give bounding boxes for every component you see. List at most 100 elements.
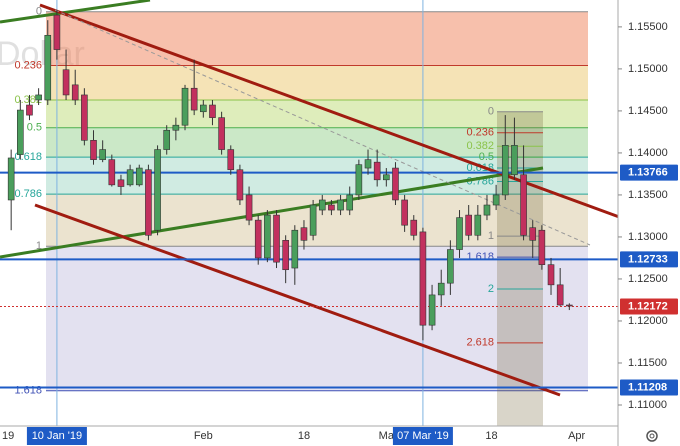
candle-body [264,214,271,259]
candle-body [364,159,372,169]
gear-hub[interactable] [649,433,655,439]
x-tick-label: 18 [298,430,310,442]
y-tick-label: 1.13000 [628,231,668,243]
candle-body [547,264,555,286]
time-axis [0,426,618,446]
x-tick-label: 18 [485,430,497,442]
y-tick-label: 1.14500 [628,105,668,117]
fib-band [46,99,588,128]
y-tick-label: 1.12500 [628,273,668,285]
candle-body [556,284,564,306]
candle-body [26,104,33,116]
fib-label: 0.382 [466,140,494,152]
candle-body [172,124,180,131]
candle-body [254,219,262,259]
price-badge-label: 1.13766 [628,166,668,178]
candle-body [529,227,537,241]
y-tick-label: 1.11000 [628,399,667,411]
candle-body [318,199,326,211]
fib-label: 0.382 [14,94,42,106]
candle-body [337,199,344,211]
candle-body [291,229,299,269]
y-tick-label: 1.14000 [628,147,668,159]
candle-body [346,194,354,211]
candle-body [209,104,216,118]
candle-body [71,84,79,101]
y-tick-label: 1.12000 [628,315,668,327]
fib-label: 1 [488,230,494,242]
price-badge [620,298,678,315]
fib-label: 1.618 [14,385,42,397]
y-tick-label: 1.15000 [628,63,668,75]
trend-line [0,0,151,24]
x-tick-label: Ma [379,430,395,442]
candle-body [200,104,207,113]
candle-body [355,164,363,196]
fib-label: 1.618 [466,251,494,263]
candle-body [520,174,527,236]
candle-body [135,167,143,186]
y-tick-label: 1.15500 [628,21,668,33]
x-marker-badge [392,427,453,445]
fib-label: 0 [36,6,42,18]
price-axis [618,0,680,446]
candle-body [437,282,445,296]
candle-body [53,14,61,50]
candle-body [218,117,225,150]
fib-band [46,65,588,100]
x-tick-label: 19 [2,430,14,442]
candle-body [273,214,280,263]
fib-label: 1 [36,240,42,252]
candle-body [145,169,152,236]
price-badge-label: 1.11208 [628,381,667,393]
candle-body [154,149,161,231]
candle-body [465,214,472,236]
candle-body [117,179,125,187]
candle-body [538,229,546,265]
y-tick-label: 1.13500 [628,189,668,201]
candle-body [99,149,106,160]
price-badge [620,379,678,396]
trend-line [54,9,591,246]
fib-label: 0.5 [479,151,494,163]
fib-label: 2.618 [466,337,494,349]
candle-body [383,174,390,181]
fib-label: 0.5 [27,122,42,134]
price-badge [620,251,678,268]
candle-body [373,161,381,181]
candle-body [236,169,244,201]
candle-body [181,87,189,126]
candle-body [163,129,171,150]
candle-body [282,240,289,271]
candle-body [566,304,573,307]
x-marker-label: 10 Jan '19 [32,430,82,442]
candle-body [501,145,509,196]
candle-body [447,249,454,284]
gear[interactable] [646,430,658,442]
candle-body [309,204,317,236]
trend-line [0,166,544,259]
candle-body [62,69,70,96]
candle-body [108,159,116,186]
candle-body [7,157,15,201]
price-badge-label: 1.12172 [628,300,668,312]
candle-body [492,194,500,206]
y-tick-label: 1.11500 [628,357,667,369]
fib-label: 0 [488,106,494,118]
settings-icon[interactable] [646,430,658,442]
fib-band [46,11,588,66]
candle-body [245,194,253,221]
candle-body [511,145,518,176]
candle-body [227,149,235,171]
x-marker-label: 07 Mar '19 [397,430,449,442]
candle-body [44,34,52,101]
trend-line [34,203,561,397]
fib-label: 0.786 [14,188,42,200]
candle-body [483,204,491,216]
candle-body [190,87,198,111]
candle-body [300,227,308,241]
candle-body [81,94,88,141]
candle-body [419,231,427,326]
price-badge [620,164,678,181]
